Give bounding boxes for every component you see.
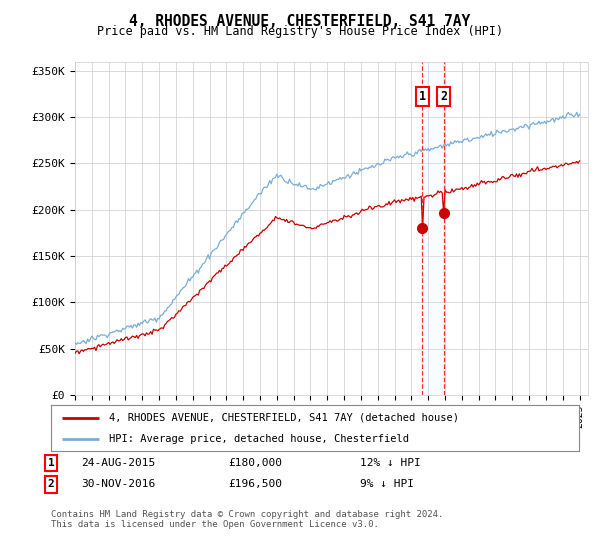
Text: 24-AUG-2015: 24-AUG-2015 <box>81 458 155 468</box>
Text: £196,500: £196,500 <box>228 479 282 489</box>
Text: 2: 2 <box>47 479 55 489</box>
Text: 4, RHODES AVENUE, CHESTERFIELD, S41 7AY (detached house): 4, RHODES AVENUE, CHESTERFIELD, S41 7AY … <box>109 413 459 423</box>
Text: 30-NOV-2016: 30-NOV-2016 <box>81 479 155 489</box>
Text: Price paid vs. HM Land Registry's House Price Index (HPI): Price paid vs. HM Land Registry's House … <box>97 25 503 38</box>
Text: 2: 2 <box>440 90 447 103</box>
Text: Contains HM Land Registry data © Crown copyright and database right 2024.
This d: Contains HM Land Registry data © Crown c… <box>51 510 443 529</box>
Text: 12% ↓ HPI: 12% ↓ HPI <box>360 458 421 468</box>
Text: 4, RHODES AVENUE, CHESTERFIELD, S41 7AY: 4, RHODES AVENUE, CHESTERFIELD, S41 7AY <box>130 14 470 29</box>
Bar <box>422 62 443 395</box>
Text: 1: 1 <box>47 458 55 468</box>
Text: 1: 1 <box>419 90 426 103</box>
Text: 9% ↓ HPI: 9% ↓ HPI <box>360 479 414 489</box>
Text: £180,000: £180,000 <box>228 458 282 468</box>
Text: HPI: Average price, detached house, Chesterfield: HPI: Average price, detached house, Ches… <box>109 435 409 444</box>
